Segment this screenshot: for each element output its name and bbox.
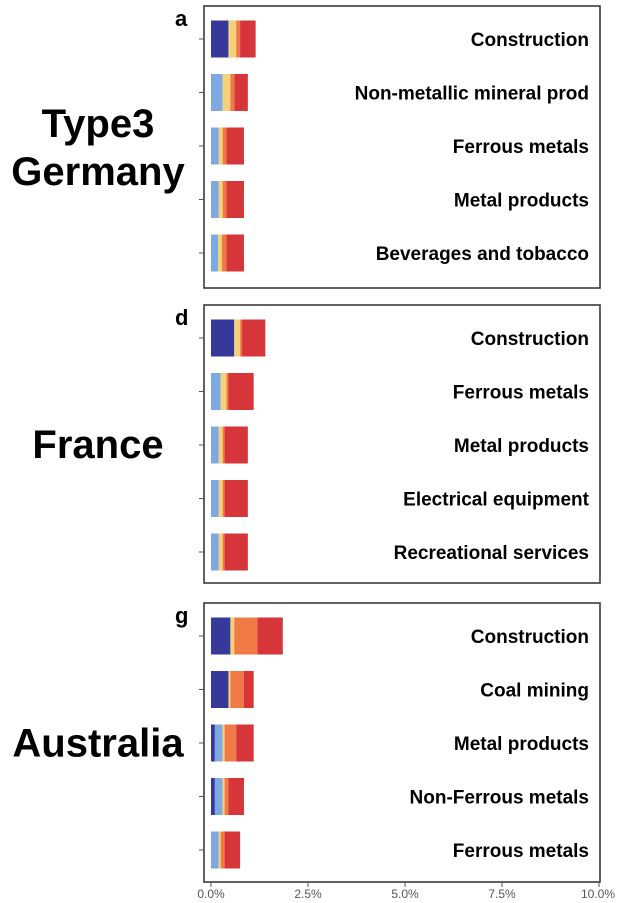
- bar-segment: [211, 426, 219, 464]
- bar-segment: [211, 127, 219, 165]
- bar-segment: [230, 74, 235, 111]
- bar-segment: [234, 74, 248, 111]
- bar-segment: [211, 831, 219, 869]
- panel-letter: d: [175, 305, 188, 330]
- panel-letter: a: [175, 6, 188, 31]
- bar-segment: [218, 831, 221, 869]
- category-label: Electrical equipment: [403, 490, 590, 511]
- category-label: Construction: [471, 30, 589, 51]
- bar-segment: [224, 426, 248, 464]
- x-axis: 0.0% 2.5% 5.0% 7.5% 10.0%: [197, 882, 615, 901]
- panel-frame: [203, 5, 601, 289]
- bar-segment: [224, 778, 229, 815]
- x-tick-label: 7.5%: [488, 887, 516, 901]
- bar-segment: [211, 181, 219, 218]
- bar-segment: [243, 671, 254, 708]
- bar-segment: [222, 127, 227, 165]
- panel-side-label: France: [32, 423, 163, 467]
- panel-side-label: Australia: [12, 722, 184, 766]
- bar-segment: [226, 234, 244, 272]
- bar-segment: [211, 671, 229, 708]
- bar-segment: [230, 671, 244, 708]
- bar-segment: [226, 373, 229, 410]
- bar-segment: [217, 234, 222, 272]
- bar-segment: [222, 480, 225, 517]
- panel-side-label: Germany: [11, 150, 185, 194]
- category-label: Metal products: [454, 734, 589, 755]
- category-label: Coal mining: [480, 681, 589, 702]
- bar-segment: [211, 617, 231, 655]
- bar-segment: [236, 724, 254, 762]
- x-tick-label: 5.0%: [391, 887, 419, 901]
- bar-segment: [257, 617, 283, 655]
- category-label: Ferrous metals: [453, 383, 589, 404]
- bar-segment: [218, 426, 223, 464]
- bar-segment: [228, 373, 254, 410]
- category-label: Metal products: [454, 191, 589, 212]
- bar-segment: [222, 724, 225, 762]
- bar-segment: [224, 480, 248, 517]
- bar-segment: [226, 181, 244, 218]
- bar-segment: [214, 724, 223, 762]
- bar-segment: [240, 20, 256, 58]
- bar-segment: [218, 480, 223, 517]
- bar-segment: [224, 533, 248, 571]
- x-tick-label: 2.5%: [294, 887, 322, 901]
- x-tick-label: 0.0%: [197, 887, 225, 901]
- bar-segment: [226, 127, 244, 165]
- bar-segment: [230, 617, 235, 655]
- category-label: Non-metallic mineral prod: [355, 84, 589, 105]
- category-label: Construction: [471, 627, 589, 648]
- panel-d: d France Construction Ferrous metals Metal p…: [32, 304, 601, 584]
- panel-g: g Australia Construction Coal mining Metal p…: [12, 602, 601, 883]
- bar-segment: [211, 319, 235, 357]
- bar-segment: [222, 778, 225, 815]
- bar-segment: [236, 20, 241, 58]
- bar-segment: [234, 319, 241, 357]
- bar-segment: [242, 319, 266, 357]
- bar-segment: [222, 533, 225, 571]
- category-label: Construction: [471, 329, 589, 350]
- category-label: Metal products: [454, 436, 589, 457]
- bar-segment: [211, 74, 223, 111]
- bar-segment: [221, 234, 227, 272]
- bar-segment: [218, 533, 223, 571]
- category-label: Ferrous metals: [453, 137, 589, 158]
- bar-segment: [220, 373, 227, 410]
- bar-segment: [218, 181, 223, 218]
- panel-frame: [203, 304, 601, 584]
- bar-segment: [240, 319, 243, 357]
- bar-segment: [228, 671, 231, 708]
- bar-segment: [228, 20, 237, 58]
- bar-segment: [218, 127, 223, 165]
- bar-segment: [222, 426, 225, 464]
- bar-segment: [214, 778, 223, 815]
- category-label: Beverages and tobacco: [376, 244, 589, 265]
- bar-segment: [211, 20, 229, 58]
- bar-segment: [224, 831, 241, 869]
- bar-segment: [211, 234, 218, 272]
- panel-side-label: Type3: [42, 102, 155, 146]
- bar-segment: [222, 74, 231, 111]
- category-label: Ferrous metals: [453, 841, 589, 862]
- bar-segment: [211, 373, 221, 410]
- bar-segment: [211, 778, 215, 815]
- bar-segment: [211, 724, 215, 762]
- bar-segment: [222, 181, 227, 218]
- bar-segment: [224, 724, 237, 762]
- bar-segment: [211, 533, 219, 571]
- category-label: Non-Ferrous metals: [410, 788, 589, 809]
- bar-segment: [211, 480, 219, 517]
- category-label: Recreational services: [394, 543, 589, 564]
- bar-segment: [234, 617, 258, 655]
- bar-segment: [220, 831, 225, 869]
- x-tick-label: 10.0%: [581, 887, 615, 901]
- bar-segment: [228, 778, 244, 815]
- panel-letter: g: [175, 603, 188, 628]
